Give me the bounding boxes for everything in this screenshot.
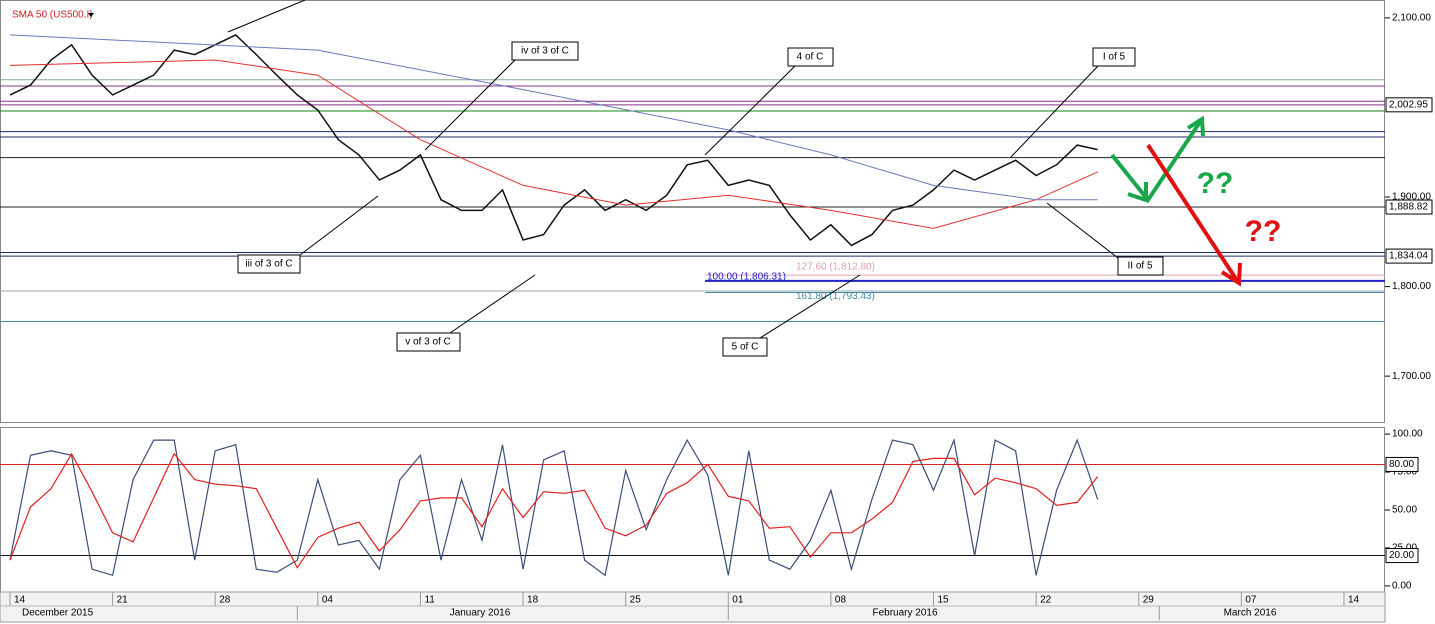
- level-label-box: [1385, 548, 1419, 564]
- label-box: [1092, 47, 1136, 67]
- date-axis: [0, 591, 1386, 623]
- x-tick-label: 14: [14, 595, 26, 606]
- label-box: [1117, 256, 1164, 276]
- levels: 127.60 (1,812.80) 100.00 (1,806.31) 161.80…: [0, 79, 1385, 557]
- wave-label: 4 of C: [797, 52, 824, 63]
- leader: [759, 274, 861, 339]
- month-label: January 2016: [450, 608, 511, 619]
- x-tick-label: 28: [219, 595, 231, 606]
- fib-label: 127.60 (1,812.80): [796, 262, 875, 273]
- month-label: February 2016: [872, 608, 937, 619]
- fib-label: 100.00 (1,806.31): [707, 272, 786, 283]
- x-tick-label: 14: [1348, 595, 1360, 606]
- wave-label: iii of 3 of C: [245, 259, 292, 270]
- leader: [1046, 202, 1119, 259]
- leader: [449, 274, 536, 334]
- leader: [227, 0, 306, 33]
- y-tick-label: 100.00: [1392, 429, 1423, 440]
- x-tick-label: 22: [1040, 595, 1052, 606]
- y-tick-label: 1,900.00: [1392, 192, 1431, 203]
- label-box: [787, 47, 834, 67]
- axes: 2,002.95 1,888.82 1,834.04 2,100.00 1,900.00…: [9, 13, 1433, 620]
- indicator-label: SMA 50 (US500.I): [12, 10, 93, 21]
- moving-average: [9, 59, 1098, 229]
- x-tick-label: 15: [938, 595, 950, 606]
- dropdown-icon[interactable]: [88, 13, 94, 17]
- x-tick-label: 01: [732, 595, 744, 606]
- price-panel: [0, 0, 1385, 423]
- wave-label: iv of 3 of C: [521, 46, 569, 57]
- wave-label: I of 5: [1103, 52, 1126, 63]
- wave-label: II of 5: [1127, 261, 1152, 272]
- leader: [704, 65, 796, 156]
- question-marks: ??: [1197, 167, 1234, 200]
- stochastic-line: [9, 437, 1099, 577]
- y-tick-label: 50.00: [1392, 505, 1417, 516]
- wave-label: 5 of C: [732, 342, 759, 353]
- y-tick-label: 2,100.00: [1392, 13, 1431, 24]
- level-label: 20.00: [1389, 550, 1414, 561]
- moving-average: [9, 34, 1098, 201]
- price-label: 2,002.95: [1389, 99, 1428, 110]
- level-label: 80.00: [1389, 459, 1414, 470]
- label-box: [237, 254, 301, 274]
- annotations: iv of 3 of C 4 of C I of 5 iii of 3 of C…: [227, 0, 1282, 357]
- question-marks: ??: [1245, 215, 1282, 248]
- arrow-head: [1220, 262, 1242, 287]
- y-tick-label: 1,700.00: [1392, 371, 1431, 382]
- y-tick-label: 0.00: [1392, 581, 1412, 592]
- price-label: 1,834.04: [1389, 251, 1428, 262]
- stochastic-line: [9, 452, 1099, 569]
- x-tick-label: 08: [835, 595, 847, 606]
- price-label-box: [1385, 199, 1433, 215]
- leader: [1009, 65, 1099, 159]
- lines: [9, 33, 1099, 577]
- arrow-head: [1186, 115, 1205, 137]
- arrow-head: [1127, 182, 1148, 203]
- price-label: 1,888.82: [1389, 202, 1428, 213]
- x-tick-label: 25: [630, 595, 642, 606]
- label-box: [396, 332, 461, 352]
- month-label: March 2016: [1224, 608, 1277, 619]
- level-label-box: [1385, 456, 1419, 472]
- price-line: [9, 33, 1098, 247]
- y-tick-label: 75.00: [1392, 467, 1417, 478]
- leader: [424, 59, 516, 151]
- leader: [299, 195, 379, 256]
- price-label-box: [1385, 248, 1433, 264]
- x-tick-label: 11: [424, 595, 435, 606]
- wave-label: v of 3 of C: [405, 337, 451, 348]
- x-tick-label: 21: [117, 595, 129, 606]
- label-box: [722, 337, 768, 357]
- y-tick-label: 1,800.00: [1392, 281, 1431, 292]
- x-tick-label: 04: [322, 595, 334, 606]
- label-box: [511, 41, 579, 61]
- x-tick-label: 29: [1143, 595, 1155, 606]
- price-label-box: [1385, 97, 1433, 113]
- fib-label: 161.80 (1,793.43): [796, 291, 875, 302]
- red-arrow: [1146, 143, 1240, 284]
- x-tick-label: 07: [1245, 595, 1257, 606]
- x-tick-label: 18: [527, 595, 539, 606]
- month-label: December 2015: [22, 608, 94, 619]
